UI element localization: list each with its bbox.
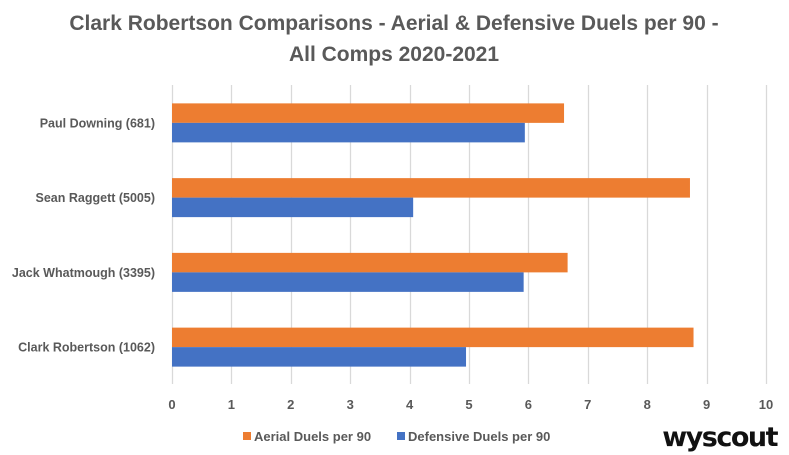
tick-label: 6 xyxy=(525,397,532,412)
category-label: Clark Robertson (1062) xyxy=(18,341,155,355)
tick-label: 3 xyxy=(347,397,354,412)
tick-label: 5 xyxy=(465,397,472,412)
legend-item-defensive[interactable]: Defensive Duels per 90 xyxy=(397,429,550,444)
wyscout-logo: wyscout xyxy=(662,422,778,453)
x-axis-tick-labels: 0 1 2 3 4 5 6 7 8 9 10 xyxy=(168,397,773,412)
bar-aerial xyxy=(172,327,694,348)
bar-defensive xyxy=(172,197,414,218)
bar-defensive xyxy=(172,122,525,143)
category-label: Jack Whatmough (3395) xyxy=(12,266,155,280)
tick-label: 9 xyxy=(703,397,710,412)
bar-aerial xyxy=(172,178,690,198)
bar-defensive xyxy=(172,272,524,292)
category-labels: Paul Downing (681) Sean Raggett (5005) Jac… xyxy=(12,116,155,354)
bar-aerial xyxy=(172,252,568,273)
tick-label: 0 xyxy=(168,397,175,412)
tick-label: 8 xyxy=(644,397,651,412)
tick-label: 7 xyxy=(584,397,591,412)
legend-label: Aerial Duels per 90 xyxy=(254,429,371,444)
tick-label: 4 xyxy=(406,397,414,412)
legend[interactable]: Aerial Duels per 90 Defensive Duels per 9… xyxy=(243,429,550,444)
bar-aerial xyxy=(172,103,565,123)
chart-title-line-1: Clark Robertson Comparisons - Aerial & D… xyxy=(69,12,718,35)
chart-title: Clark Robertson Comparisons - Aerial & D… xyxy=(69,12,718,66)
tick-label: 10 xyxy=(759,397,773,412)
chart-title-line-2: All Comps 2020-2021 xyxy=(289,43,499,66)
bar-defensive xyxy=(172,347,467,367)
tick-label: 2 xyxy=(287,397,294,412)
legend-swatch xyxy=(397,432,405,440)
bars xyxy=(172,103,694,367)
legend-item-aerial[interactable]: Aerial Duels per 90 xyxy=(243,429,371,444)
tick-label: 1 xyxy=(228,397,235,412)
legend-label: Defensive Duels per 90 xyxy=(408,429,550,444)
legend-swatch xyxy=(243,432,251,440)
category-label: Paul Downing (681) xyxy=(40,116,155,130)
category-label: Sean Raggett (5005) xyxy=(36,191,155,205)
